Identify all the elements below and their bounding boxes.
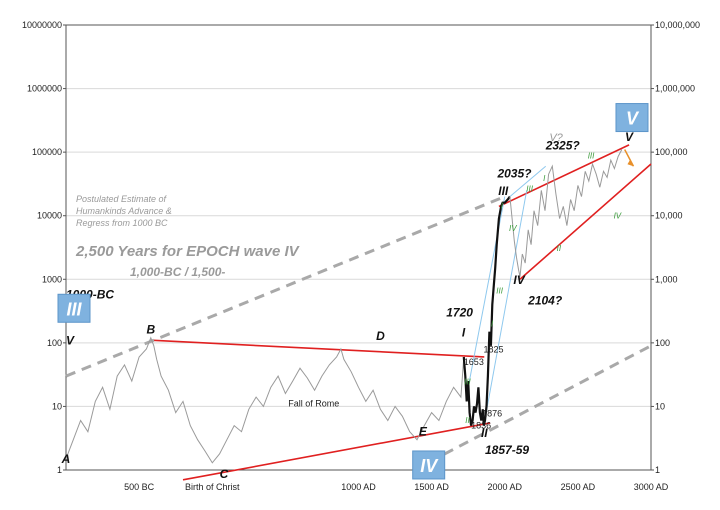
chart-note-line-2: Humankinds Advance & (76, 206, 172, 216)
wave-label-4: E (419, 424, 428, 438)
sub-wave-label-8: II (557, 244, 562, 253)
y-tick-left-7: 10000000 (22, 20, 62, 30)
sub-wave-label-6: III (526, 185, 533, 194)
y-tick-left-5: 100000 (32, 147, 62, 157)
annotation-4: 1857-59 (485, 443, 529, 457)
trendline-7 (483, 190, 528, 426)
year-label-3: 1836 (471, 420, 491, 430)
wave-box-1 (412, 450, 446, 480)
wave-box-label-1: IV (420, 456, 439, 476)
x-tick-4: 2000 AD (487, 482, 522, 492)
chart-labels: ABCDEIIIIIIIVV1000-BCVFall of Rome172018… (57, 103, 649, 481)
x-tick-3: 1500 AD (414, 482, 449, 492)
trendline-2 (498, 144, 630, 208)
x-tick-1: Birth of Christ (185, 482, 240, 492)
grid-lines (66, 24, 651, 471)
wave-label-7: III (498, 184, 509, 198)
y-tick-left-0: 1 (57, 465, 62, 475)
axis-ticks: 1 1 10 10 100 100 1000 1,000 10000 10,000 100000 10… (22, 20, 700, 492)
y-tick-left-3: 1000 (42, 274, 62, 284)
wave-box-label-0: III (66, 299, 82, 319)
sub-wave-label-2: I (491, 320, 494, 329)
x-tick-6: 3000 AD (634, 482, 669, 492)
annotation-5: 2035? (496, 166, 532, 180)
series-lines (65, 149, 635, 464)
annotation-1: V (66, 333, 75, 347)
wave-box-2 (615, 103, 649, 133)
y-tick-right-1: 10 (655, 401, 665, 411)
trendline-3 (519, 163, 652, 280)
series-line-2 (509, 149, 623, 277)
year-label-0: 1653 (464, 357, 484, 367)
sub-wave-label-7: I (543, 174, 546, 183)
series-line-1 (462, 195, 511, 426)
sub-wave-label-1: II (465, 416, 470, 425)
x-tick-2: 1000 AD (341, 482, 376, 492)
annotation-2: Fall of Rome (288, 398, 339, 408)
wave-box-0 (57, 293, 91, 323)
annotation-8: V? (549, 132, 563, 144)
y-tick-right-2: 100 (655, 338, 670, 348)
wave-label-8: IV (513, 273, 525, 287)
y-tick-right-0: 1 (655, 465, 660, 475)
wave-label-9: V (625, 130, 634, 144)
trendline-5 (413, 344, 652, 472)
trendline-0 (150, 339, 485, 358)
y-tick-right-3: 1,000 (655, 274, 678, 284)
wave-label-0: A (61, 452, 71, 466)
sub-wave-label-4: I (501, 201, 504, 210)
chart-note-line-1: Postulated Estimate of (76, 194, 168, 204)
sub-wave-label-10: IV (614, 212, 622, 221)
wave-label-1: B (146, 323, 155, 337)
y-tick-right-4: 10,000 (655, 211, 683, 221)
y-tick-right-5: 100,000 (655, 147, 688, 157)
wave-label-2: C (220, 467, 229, 481)
y-tick-left-6: 1000000 (27, 84, 62, 94)
wave-label-5: I (462, 326, 466, 340)
annotation-7: 2325? (545, 139, 581, 153)
year-label-2: 1876 (482, 408, 502, 418)
trendline-8 (509, 165, 547, 197)
trendline-4 (65, 195, 506, 378)
y-tick-right-7: 10,000,000 (655, 20, 700, 30)
x-tick-5: 2500 AD (561, 482, 596, 492)
annotation-6: 2104? (527, 294, 563, 308)
sub-wave-label-5: IV (509, 224, 517, 233)
y-tick-left-4: 10000 (37, 211, 62, 221)
chart-note-line-3: Regress from 1000 BC (76, 218, 168, 228)
chart-subtitle: 1,000-BC / 1,500- (130, 265, 225, 279)
annotation-3: 1720 (446, 305, 473, 319)
sub-wave-label-9: III (588, 151, 595, 160)
sub-wave-label-0: III (464, 378, 471, 387)
chart-title: 2,500 Years for EPOCH wave IV (75, 243, 301, 260)
trendline-1 (182, 422, 491, 481)
y-tick-left-2: 100 (47, 338, 62, 348)
plot-area-border (65, 24, 652, 471)
y-tick-right-6: 1,000,000 (655, 84, 695, 94)
x-tick-0: 500 BC (124, 482, 155, 492)
wave-label-3: D (376, 329, 385, 343)
y-tick-left-1: 10 (52, 401, 62, 411)
wave-label-6: II (481, 426, 488, 440)
series-line-0 (65, 336, 465, 464)
sub-wave-label-3: III (496, 286, 503, 295)
orange-arrow-head (627, 159, 634, 167)
year-label-1: 1825 (484, 345, 504, 355)
wave-box-label-2: V (626, 109, 640, 129)
